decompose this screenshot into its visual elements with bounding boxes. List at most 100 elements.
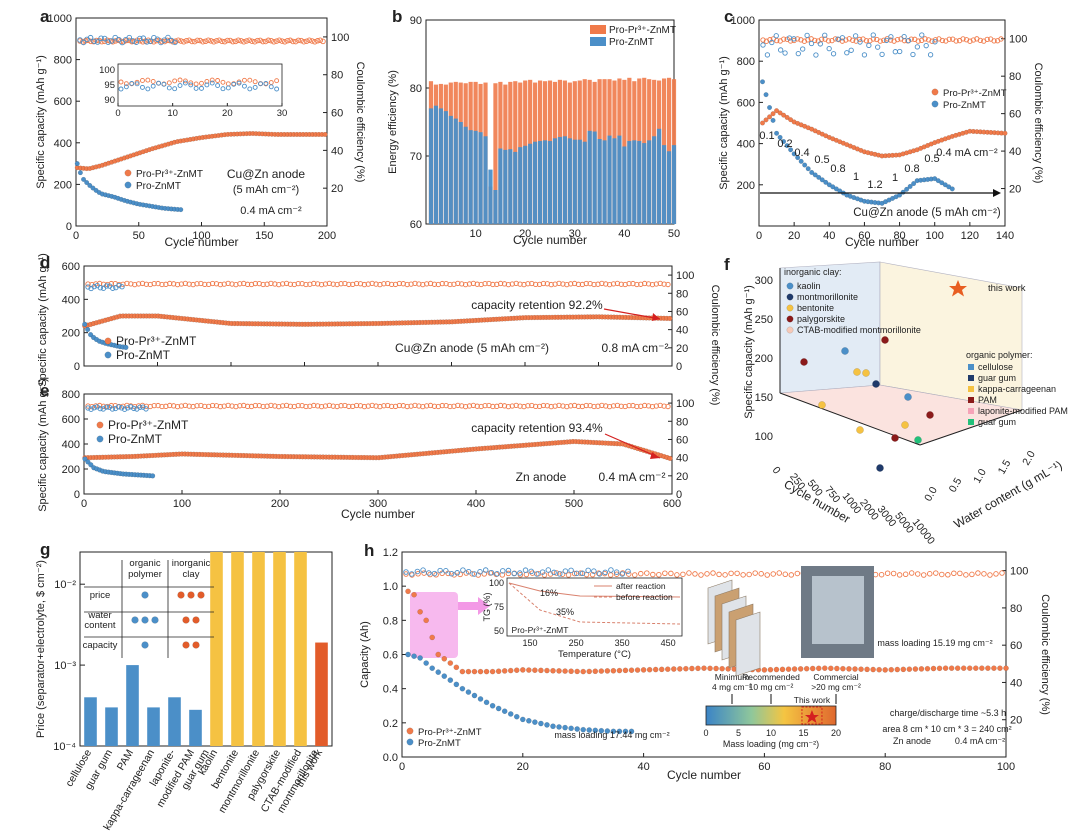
chart-c-ce-point [892, 49, 898, 55]
chart-h-mass-loading-tick: 15 [798, 728, 808, 738]
chart-a-ce-point [126, 37, 132, 44]
chart-h-mass-loading-label: >20 mg cm⁻² [811, 682, 861, 692]
chart-g-table-dot [151, 616, 159, 624]
chart-c-ce-point [850, 37, 856, 43]
chart-a-ce-point [292, 38, 299, 45]
chart-f-ylabel: Specific capacity (mAh g⁻¹) [743, 285, 755, 419]
chart-h-legend-label: Pro-ZnMT [418, 738, 461, 749]
chart-c-point [760, 120, 766, 126]
chart-a-inset-point [241, 83, 247, 89]
chart-a-ce-point [87, 34, 94, 41]
chart-h-point [489, 668, 496, 675]
chart-h-point [538, 720, 544, 727]
chart-a-ce-point [130, 38, 136, 44]
chart-e-xtick-label: 0 [81, 498, 87, 510]
chart-d-ce-point [466, 281, 473, 287]
chart-d-ce-point [497, 280, 504, 287]
chart-d-ce-point [455, 280, 461, 287]
chart-h-ce-point [782, 571, 789, 578]
chart-h-point [960, 665, 967, 671]
chart-h-ce-point [776, 570, 783, 576]
chart-a-ce-point [77, 37, 83, 43]
chart-f-ztick-label: 0.0 [922, 485, 940, 504]
chart-e-xtick-label: 200 [271, 498, 289, 510]
chart-a-ce-point [165, 34, 171, 41]
chart-d-y2tick-label: 100 [676, 270, 694, 282]
chart-d-point [123, 344, 129, 351]
chart-e-ce-point [268, 402, 274, 409]
chart-h-mass-loading-label: 4 mg cm⁻² [712, 682, 752, 692]
chart-c-ce-point [848, 47, 854, 53]
chart-h-ce-point [613, 571, 620, 577]
chart-c-legend-label: Pro-Pr³⁺-ZnMT [943, 88, 1007, 99]
chart-h-point [936, 665, 943, 672]
chart-b-bar-series2 [542, 140, 548, 224]
chart-h-ce-point [534, 571, 540, 577]
chart-h-ce-point [770, 571, 776, 577]
chart-h-point [1003, 665, 1009, 671]
chart-h-point [598, 668, 605, 674]
chart-d-ce-point [91, 283, 97, 290]
chart-c-ce-point [866, 42, 872, 49]
chart-c-ce-point [932, 37, 939, 43]
chart-a-ce-point [216, 37, 222, 43]
chart-c-ce-point [857, 39, 863, 45]
chart-b-bar-series2 [622, 146, 627, 224]
chart-h-point [465, 689, 472, 695]
chart-d-point [667, 315, 673, 322]
chart-h-ce-point [443, 568, 449, 574]
chart-a-ce-point [101, 38, 108, 45]
chart-b-bar-series2 [661, 145, 667, 224]
chart-f-legend-label: palygorskite [797, 314, 845, 324]
chart-e-legend-label: Pro-ZnMT [108, 432, 163, 446]
chart-h-y2tick-label: 20 [1010, 715, 1022, 727]
chart-h-point [785, 666, 792, 672]
chart-h-mass-loading-label: Commercial [813, 672, 858, 682]
chart-d-ce-point [287, 281, 294, 287]
chart-h-point [459, 685, 466, 692]
chart-a-inset-point [258, 81, 263, 87]
chart-e-ce-point [396, 402, 403, 409]
chart-d-ytick-label: 600 [62, 261, 80, 273]
chart-c-ce-point [832, 36, 839, 42]
chart-d-annotation: Cu@Zn anode (5 mAh cm⁻²) [395, 341, 549, 355]
chart-a-ce-point [260, 38, 266, 45]
chart-d-ce-point [103, 283, 110, 289]
chart-c-ce-point [870, 32, 876, 38]
chart-h-ce-point [788, 572, 795, 578]
chart-e-ce-point [568, 403, 574, 409]
chart-g-table-dot [141, 591, 149, 599]
chart-h-ce-point [945, 572, 951, 578]
chart-c-ce-point [825, 38, 832, 44]
chart-e-point [88, 462, 94, 468]
chart-a-inset-point [247, 77, 253, 83]
chart-a-ce-point [108, 38, 115, 44]
chart-h-xtick-label: 60 [758, 761, 770, 773]
chart-c-rate-label: 1 [892, 172, 898, 184]
chart-d-y2label: Coulombic efficiency (%) [709, 285, 721, 406]
chart-d-ce-point [540, 280, 547, 287]
chart-h-ytick-label: 0.8 [383, 615, 398, 627]
chart-h-ce-point [551, 569, 557, 576]
chart-d-y2tick-label: 60 [676, 306, 688, 318]
chart-d-ce-point [610, 281, 617, 287]
chart-h-point [713, 665, 719, 672]
chart-b-bar-series2 [443, 111, 448, 224]
chart-c-y2tick-label: 60 [1009, 109, 1021, 121]
chart-a-inset-point [172, 78, 178, 84]
chart-h-point [495, 668, 502, 675]
chart-a-inset-point [123, 81, 129, 87]
chart-d-ce-point [568, 281, 574, 287]
chart-b-bar-series2 [562, 136, 567, 224]
chart-b-bar-series2 [547, 141, 553, 224]
chart-d-y2tick-label: 0 [676, 361, 682, 373]
chart-d-legend-label: Pro-Pr³⁺-ZnMT [116, 334, 197, 348]
chart-d-ce-point [560, 281, 566, 287]
chart-f-this-work-label: this work [988, 283, 1026, 294]
chart-g-ytick-label: 10⁻³ [54, 660, 76, 672]
chart-b-bar-series2 [518, 147, 523, 224]
chart-f-legend-marker [786, 326, 794, 334]
chart-a-inset-point [134, 79, 140, 85]
chart-c-point [763, 117, 769, 123]
chart-g-table-dot [192, 616, 200, 624]
